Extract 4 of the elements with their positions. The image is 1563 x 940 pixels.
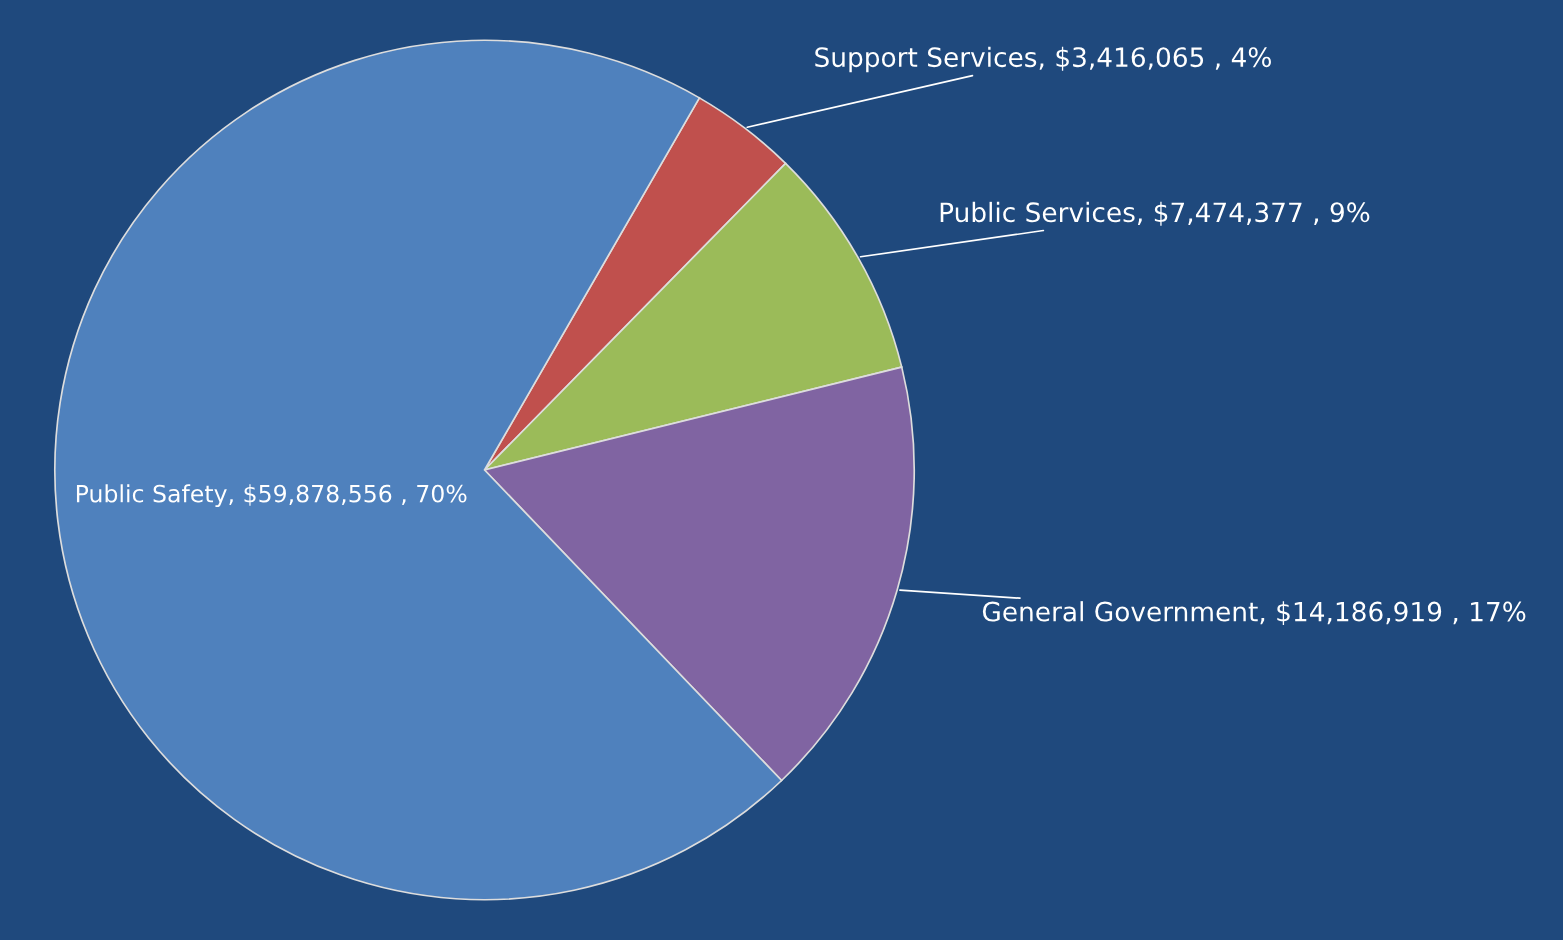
slice-label: Support Services, $3,416,065 , 4% — [815, 46, 1271, 73]
slice-label: General Government, $14,186,919 , 17% — [982, 601, 1526, 626]
slice-label: Public Safety, $59,878,556 , 70% — [76, 484, 467, 508]
slice-label: Public Services, $7,474,377 , 9% — [940, 201, 1370, 226]
